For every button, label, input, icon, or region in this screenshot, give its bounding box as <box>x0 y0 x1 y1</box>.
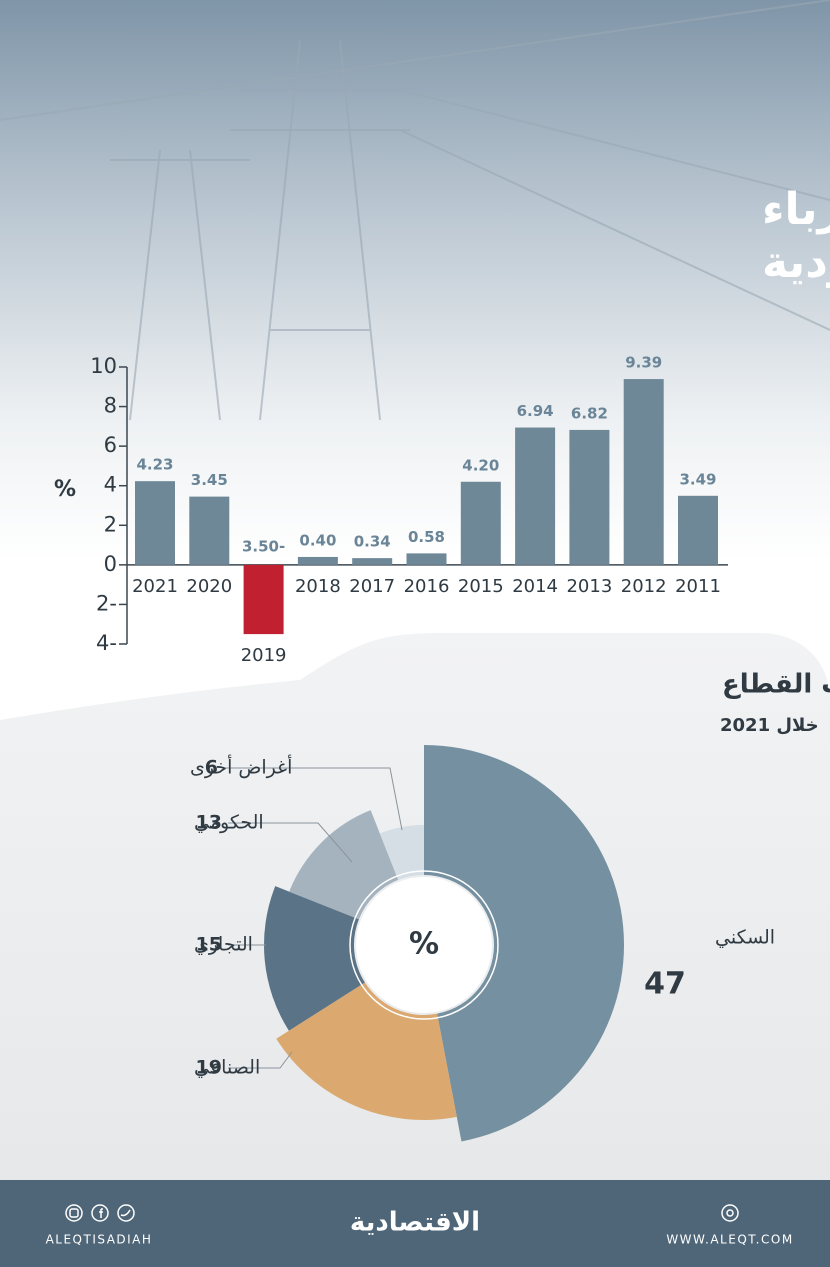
bar <box>135 481 175 565</box>
social-icons <box>65 1204 739 1222</box>
x-tick-label: 2017 <box>349 576 395 597</box>
x-tick-label: 2014 <box>512 576 558 597</box>
sector <box>424 745 624 1142</box>
y-tick-label: 10 <box>90 354 117 378</box>
center-ring <box>349 870 499 1020</box>
leader-line <box>226 767 403 831</box>
sector-value: 13 <box>196 812 222 834</box>
y-tick-label: 8 <box>104 394 117 418</box>
sector-value: 6 <box>205 757 218 779</box>
y-tick-label: 0 <box>104 552 117 576</box>
y-tick-label: 4- <box>96 631 117 655</box>
bar <box>569 429 610 565</box>
bar <box>406 553 447 565</box>
x-tick-label: 2018 <box>295 576 341 597</box>
x-tick-label: 2012 <box>621 576 667 597</box>
leader-line <box>228 822 353 863</box>
sector <box>289 810 399 920</box>
sector <box>379 825 424 880</box>
y-tick-label: 2 <box>104 512 117 536</box>
bar-chart: 4- 2- 0 2 4 6 8 10% 4.23 2021 3.45 2020 3.50- 2019 0.4… <box>54 354 728 666</box>
value-label: 6.82 <box>571 404 608 422</box>
value-label: 4.23 <box>136 456 173 474</box>
bar <box>243 564 284 635</box>
x-tick-label: 2013 <box>566 576 612 597</box>
x-tick-label: 2020 <box>186 576 232 597</box>
value-label: 4.20 <box>462 456 499 474</box>
x-tick-label: 2015 <box>458 576 504 597</box>
value-label: 0.58 <box>408 528 445 546</box>
y-axis-label: % <box>54 477 76 502</box>
value-label: 6.94 <box>517 402 554 420</box>
x-tick-label: 2021 <box>132 576 178 597</box>
bar <box>515 427 556 565</box>
center-label: % <box>409 927 439 962</box>
value-label: 3.45 <box>191 471 228 489</box>
bar <box>352 558 393 565</box>
pie-chart: الاستهلاك حسب القطاع خلال 2021% السكني 47 19… <box>190 670 830 1142</box>
sector-name: السكني <box>715 927 775 949</box>
pie-title: الاستهلاك حسب القطاع <box>722 670 830 700</box>
sector-name: الحكومي <box>194 812 264 834</box>
bar <box>189 496 230 565</box>
title-line: في السعودية <box>762 237 830 288</box>
y-tick-label: 6 <box>104 433 117 457</box>
center-hole <box>356 877 492 1013</box>
sector-name: أغراض أخرى <box>190 755 292 779</box>
value-label: 9.39 <box>625 354 662 372</box>
pie-subtitle: خلال 2021 <box>720 715 819 736</box>
footer-band <box>0 1180 830 1267</box>
sector <box>276 982 457 1120</box>
y-tick-label: 2- <box>96 591 117 615</box>
bar <box>623 379 664 565</box>
value-label: 0.40 <box>299 531 336 549</box>
sector-value: 19 <box>196 1057 222 1079</box>
sector-value: 47 <box>644 967 686 1002</box>
y-tick-label: 4 <box>104 473 117 497</box>
bar <box>678 495 718 565</box>
bar <box>297 556 338 565</box>
leader-line <box>228 1051 293 1069</box>
x-tick-label: 2016 <box>404 576 450 597</box>
footer-handle: ALEQTISADIAH <box>46 1233 153 1247</box>
x-tick-label: 2011 <box>675 576 721 597</box>
pylons <box>0 0 830 421</box>
title-line: نمو استهلاك الكهرباء <box>762 184 830 235</box>
footer-site: WWW.ALEQT.COM <box>666 1233 793 1247</box>
sector-name: التجاري <box>194 934 253 956</box>
value-label: 3.50- <box>242 537 285 555</box>
sector <box>263 886 365 1031</box>
footer-logo: الاقتصادية <box>350 1208 480 1238</box>
x-tick-label: 2019 <box>241 645 287 666</box>
bar <box>460 481 501 565</box>
value-label: 3.49 <box>679 470 716 488</box>
sector-name: الصناعي <box>194 1057 260 1079</box>
value-label: 0.34 <box>354 533 391 551</box>
sector-value: 15 <box>196 934 222 956</box>
